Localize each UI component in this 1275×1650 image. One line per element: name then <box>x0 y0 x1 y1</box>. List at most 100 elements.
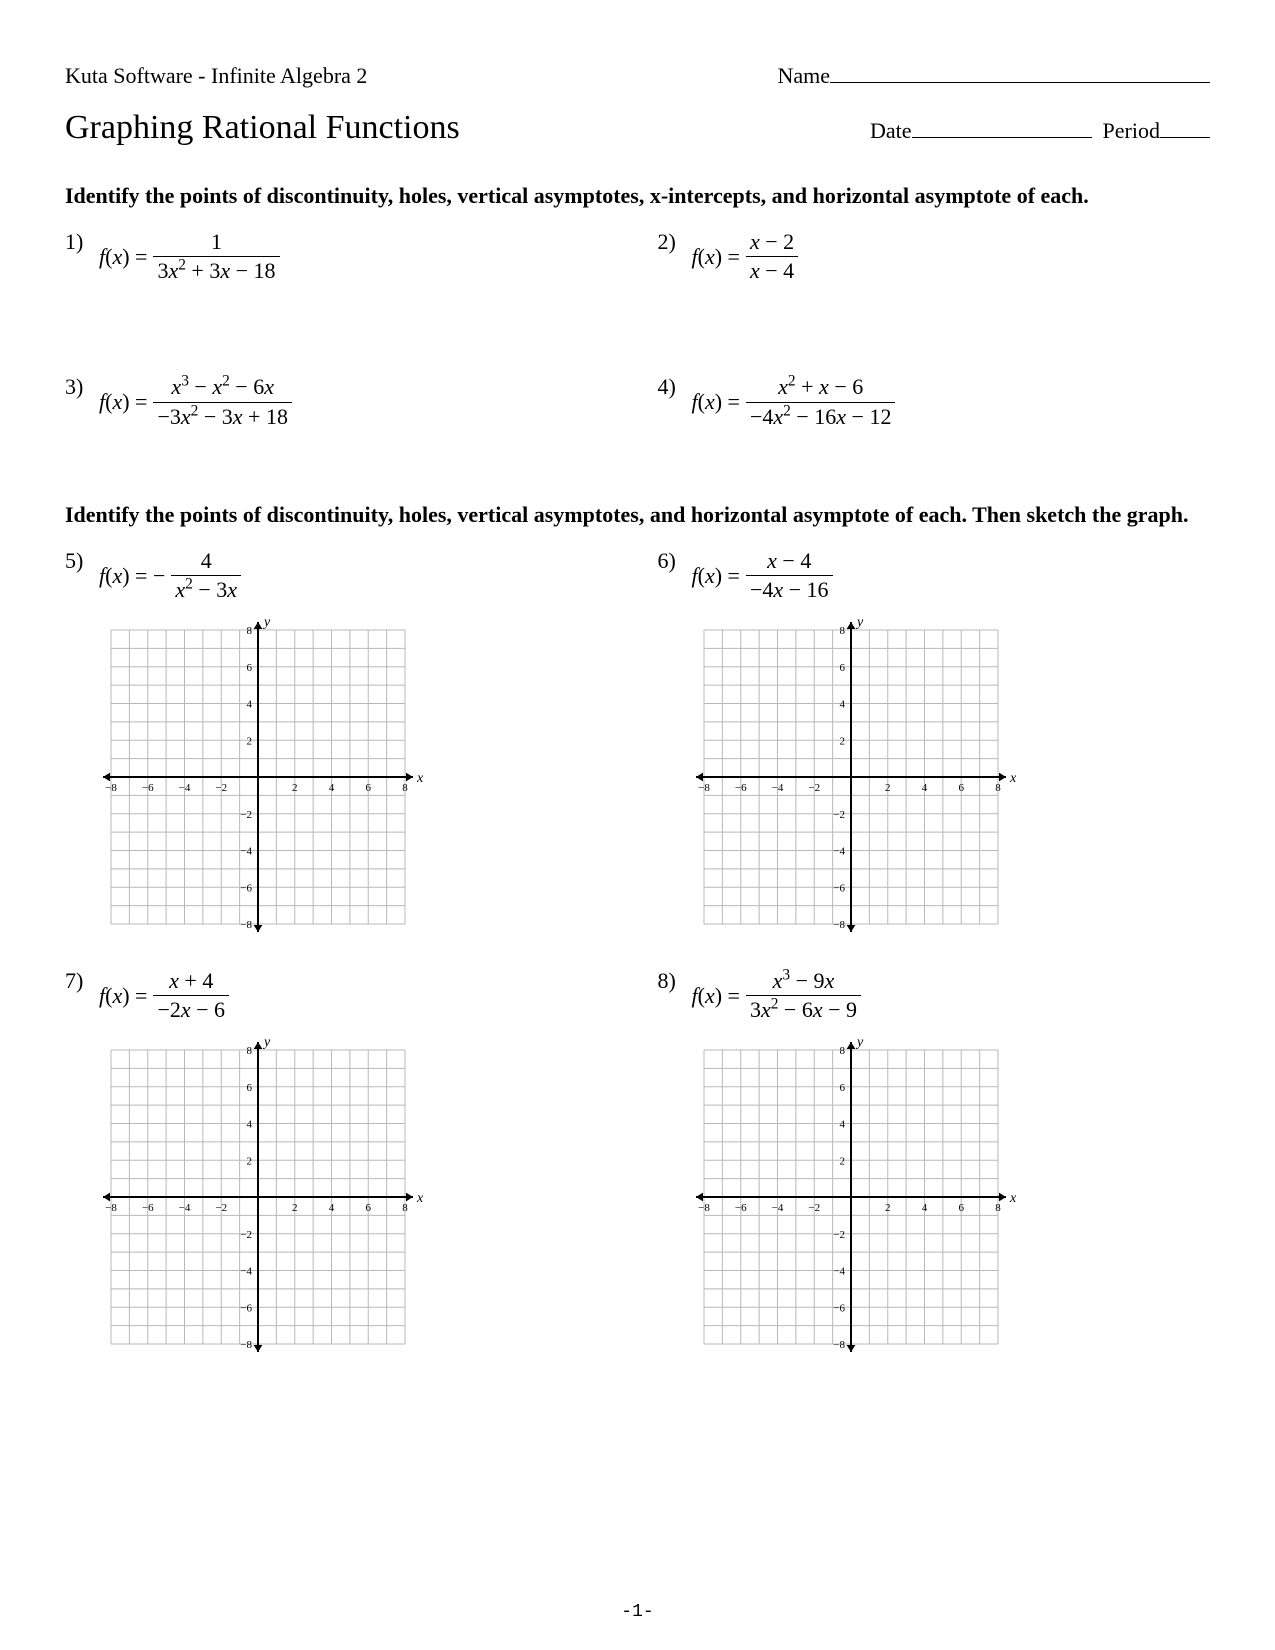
svg-text:x: x <box>416 1191 423 1206</box>
svg-text:−4: −4 <box>771 1202 783 1214</box>
instructions-2: Identify the points of discontinuity, ho… <box>65 500 1210 530</box>
svg-text:−6: −6 <box>734 1202 746 1214</box>
svg-text:−4: −4 <box>179 1202 191 1214</box>
svg-text:4: 4 <box>839 1118 845 1130</box>
svg-text:4: 4 <box>921 782 927 794</box>
svg-text:8: 8 <box>839 1045 845 1057</box>
svg-text:2: 2 <box>839 735 845 747</box>
svg-text:−2: −2 <box>833 808 845 820</box>
problem-6: 6) f(x) = x − 4−4x − 16 −8−6−4−22468−8−6… <box>658 548 1211 948</box>
svg-text:−2: −2 <box>808 782 820 794</box>
svg-text:4: 4 <box>839 698 845 710</box>
svg-text:6: 6 <box>958 782 964 794</box>
svg-text:−4: −4 <box>179 782 191 794</box>
svg-text:y: y <box>262 615 271 630</box>
equation-3: f(x) = x3 − x2 − 6x−3x2 − 3x + 18 <box>99 374 294 430</box>
problem-8: 8) f(x) = x3 − 9x3x2 − 6x − 9 −8−6−4−224… <box>658 968 1211 1368</box>
svg-text:−4: −4 <box>240 1265 252 1277</box>
svg-text:−6: −6 <box>142 1202 154 1214</box>
svg-text:4: 4 <box>921 1202 927 1214</box>
svg-text:8: 8 <box>995 782 1001 794</box>
equation-5: f(x) = − 4x2 − 3x <box>99 548 243 604</box>
svg-text:6: 6 <box>366 1202 372 1214</box>
svg-text:x: x <box>1009 771 1016 786</box>
svg-text:6: 6 <box>839 661 845 673</box>
svg-text:−6: −6 <box>833 882 845 894</box>
svg-text:2: 2 <box>247 1155 253 1167</box>
svg-text:−6: −6 <box>734 782 746 794</box>
problem-5: 5) f(x) = − 4x2 − 3x −8−6−4−22468−8−6−4−… <box>65 548 618 948</box>
equation-1: f(x) = 13x2 + 3x − 18 <box>99 229 282 285</box>
svg-text:6: 6 <box>366 782 372 794</box>
svg-text:y: y <box>855 615 864 630</box>
svg-text:8: 8 <box>839 625 845 637</box>
svg-text:2: 2 <box>292 1202 298 1214</box>
software-name: Kuta Software - Infinite Algebra 2 <box>65 63 367 89</box>
problem-7: 7) f(x) = x + 4−2x − 6 −8−6−4−22468−8−6−… <box>65 968 618 1368</box>
svg-text:−2: −2 <box>833 1228 845 1240</box>
svg-text:−8: −8 <box>105 1202 117 1214</box>
svg-text:−8: −8 <box>833 919 845 931</box>
date-blank[interactable] <box>912 115 1092 138</box>
svg-text:−6: −6 <box>833 1302 845 1314</box>
svg-text:−8: −8 <box>240 1339 252 1351</box>
graph-6: −8−6−4−22468−8−6−4−22468xy <box>686 612 1211 948</box>
svg-text:−6: −6 <box>240 882 252 894</box>
svg-text:−2: −2 <box>808 1202 820 1214</box>
svg-text:−8: −8 <box>833 1339 845 1351</box>
svg-text:8: 8 <box>995 1202 1001 1214</box>
svg-text:6: 6 <box>247 661 253 673</box>
svg-text:−4: −4 <box>833 1265 845 1277</box>
svg-text:2: 2 <box>292 782 298 794</box>
svg-text:−4: −4 <box>771 782 783 794</box>
svg-text:4: 4 <box>329 782 335 794</box>
svg-text:−8: −8 <box>698 782 710 794</box>
instructions-1: Identify the points of discontinuity, ho… <box>65 181 1210 211</box>
problem-1: 1) f(x) = 13x2 + 3x − 18 <box>65 229 618 285</box>
svg-text:−2: −2 <box>215 782 227 794</box>
svg-text:−4: −4 <box>833 845 845 857</box>
problems-section-2: 5) f(x) = − 4x2 − 3x −8−6−4−22468−8−6−4−… <box>65 548 1210 1368</box>
svg-text:4: 4 <box>329 1202 335 1214</box>
date-period: Date Period <box>870 115 1210 144</box>
equation-6: f(x) = x − 4−4x − 16 <box>692 548 835 604</box>
name-field: Name <box>777 60 1210 89</box>
svg-text:x: x <box>416 771 423 786</box>
svg-text:8: 8 <box>247 625 253 637</box>
svg-text:4: 4 <box>247 1118 253 1130</box>
svg-text:y: y <box>262 1035 271 1050</box>
svg-text:−2: −2 <box>240 1228 252 1240</box>
problems-section-1: 1) f(x) = 13x2 + 3x − 18 2) f(x) = x − 2… <box>65 229 1210 431</box>
problem-3: 3) f(x) = x3 − x2 − 6x−3x2 − 3x + 18 <box>65 374 618 430</box>
graph-5: −8−6−4−22468−8−6−4−22468xy <box>93 612 618 948</box>
svg-text:2: 2 <box>247 735 253 747</box>
svg-text:6: 6 <box>839 1081 845 1093</box>
page-number: -1- <box>621 1602 653 1622</box>
svg-text:2: 2 <box>885 782 891 794</box>
graph-8: −8−6−4−22468−8−6−4−22468xy <box>686 1032 1211 1368</box>
svg-text:8: 8 <box>402 782 408 794</box>
equation-4: f(x) = x2 + x − 6−4x2 − 16x − 12 <box>692 374 898 430</box>
svg-text:8: 8 <box>247 1045 253 1057</box>
svg-text:−2: −2 <box>240 808 252 820</box>
title-row: Graphing Rational Functions Date Period <box>65 101 1210 167</box>
page-title: Graphing Rational Functions <box>65 109 460 147</box>
svg-text:8: 8 <box>402 1202 408 1214</box>
equation-2: f(x) = x − 2x − 4 <box>692 229 801 285</box>
svg-text:−8: −8 <box>240 919 252 931</box>
svg-text:y: y <box>855 1035 864 1050</box>
problem-2: 2) f(x) = x − 2x − 4 <box>658 229 1211 285</box>
svg-text:6: 6 <box>958 1202 964 1214</box>
header-row: Kuta Software - Infinite Algebra 2 Name <box>65 60 1210 89</box>
svg-text:−2: −2 <box>215 1202 227 1214</box>
period-blank[interactable] <box>1160 115 1210 138</box>
svg-text:2: 2 <box>885 1202 891 1214</box>
equation-8: f(x) = x3 − 9x3x2 − 6x − 9 <box>692 968 864 1024</box>
svg-text:4: 4 <box>247 698 253 710</box>
svg-text:x: x <box>1009 1191 1016 1206</box>
name-blank[interactable] <box>830 60 1210 83</box>
svg-text:−8: −8 <box>105 782 117 794</box>
problem-4: 4) f(x) = x2 + x − 6−4x2 − 16x − 12 <box>658 374 1211 430</box>
svg-text:−6: −6 <box>142 782 154 794</box>
svg-text:−6: −6 <box>240 1302 252 1314</box>
